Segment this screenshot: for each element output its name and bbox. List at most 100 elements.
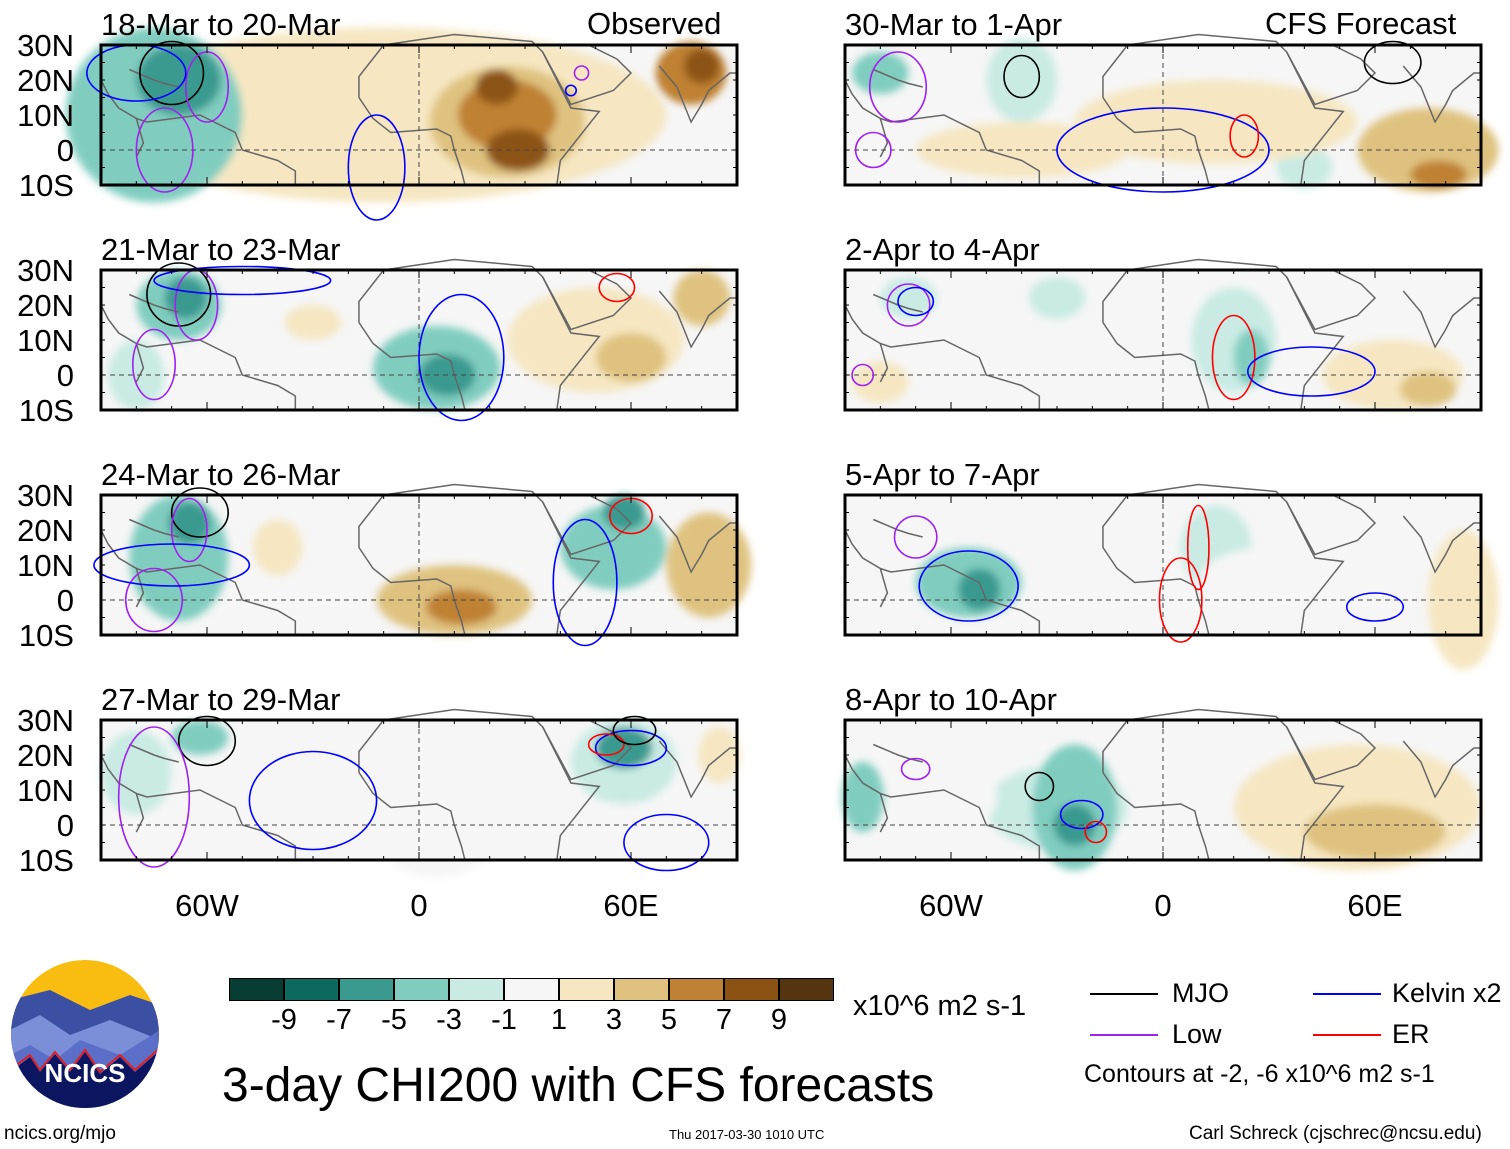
colorbar-swatch [669, 978, 724, 1001]
coastline [136, 789, 297, 860]
lon-label: 60W [919, 888, 983, 923]
chi200-anomaly-region [426, 589, 497, 625]
chi200-anomaly-region [1028, 277, 1086, 319]
chi200-anomaly-region [171, 720, 229, 755]
kelvin-contour [248, 750, 378, 851]
coastline [872, 518, 923, 538]
colorbar-tick-label: -3 [436, 1004, 462, 1036]
er-contour [1211, 314, 1256, 401]
footer-url[interactable]: ncics.org/mjo [4, 1123, 116, 1144]
mjo-contour [1363, 40, 1422, 85]
coastline [880, 339, 1041, 410]
low-contour [573, 65, 590, 81]
coastline [658, 740, 737, 799]
kelvin-contour [564, 84, 578, 97]
coastline [358, 322, 466, 411]
lat-label: 30N [17, 478, 74, 513]
chi200-anomaly-region [602, 495, 646, 530]
lat-label: 10S [18, 618, 74, 653]
lat-label: 10S [18, 168, 74, 203]
coastline [880, 564, 1041, 635]
coastline [136, 339, 297, 410]
coastline [658, 515, 737, 574]
er-contour [1229, 114, 1260, 158]
legend-er: ER [1392, 1019, 1430, 1049]
chi200-anomaly-region [940, 769, 997, 825]
map-panel [841, 708, 1483, 871]
lat-label: 0 [56, 583, 74, 618]
colorbar-swatch [229, 978, 284, 1001]
chi200-anomaly-region [1304, 804, 1446, 860]
chi200-anomaly-region [164, 277, 207, 319]
low-contour [893, 515, 938, 559]
kelvin-contour [623, 813, 710, 872]
lat-label: 0 [56, 358, 74, 393]
chi200-anomaly-region [852, 361, 909, 403]
chi200-anomaly-region [108, 340, 165, 410]
lon-label: 60E [603, 888, 659, 923]
panel-title: 24-Mar to 26-Mar [101, 457, 341, 492]
kelvin-contour [1246, 346, 1376, 397]
chi200-anomaly-region [986, 38, 1057, 122]
coastline [880, 114, 1041, 185]
colorbar-tick-label: 7 [715, 1004, 733, 1036]
colorbar-tick-label: 9 [770, 1004, 788, 1036]
panel-title: 21-Mar to 23-Mar [101, 232, 341, 267]
low-contour [900, 757, 931, 781]
lon-label: 60W [175, 888, 239, 923]
coastline [1102, 547, 1210, 636]
er-contour [598, 272, 636, 303]
coastline [128, 68, 179, 88]
coastline [128, 743, 179, 763]
lon-label: 0 [410, 888, 428, 923]
chi200-anomaly-region [684, 48, 720, 84]
chi200-anomaly-region [673, 270, 730, 326]
chi200-anomaly-region [1428, 530, 1499, 670]
coastline [1102, 483, 1345, 636]
low-contour [886, 283, 931, 327]
coastline [658, 290, 737, 349]
coastline [100, 304, 145, 383]
coastline [100, 754, 145, 833]
colorbar-swatch [779, 978, 834, 1001]
chi200-anomaly-region [383, 807, 490, 878]
panel-title: 18-Mar to 20-Mar [101, 7, 341, 42]
coastline [358, 33, 601, 186]
low-contour [851, 363, 875, 387]
low-contour [854, 131, 892, 169]
coastline [1402, 515, 1481, 574]
mjo-contour [1003, 54, 1041, 99]
low-contour [868, 51, 928, 123]
coastline [358, 258, 601, 411]
colorbar-swatch [504, 978, 559, 1001]
coastline [358, 97, 466, 186]
panel-title: 8-Apr to 10-Apr [845, 682, 1057, 717]
lat-label: 10N [17, 548, 74, 583]
coastline [1102, 772, 1210, 861]
colorbar-swatch [394, 978, 449, 1001]
legend-low: Low [1172, 1019, 1222, 1049]
lon-label: 0 [1154, 888, 1172, 923]
map-panel [843, 33, 1499, 193]
contour-note: Contours at -2, -6 x10^6 m2 s-1 [1084, 1060, 1435, 1088]
coastline [844, 79, 889, 158]
mjo-contour [612, 715, 657, 746]
panel-title: 30-Mar to 1-Apr [845, 7, 1063, 42]
colorbar-tick-label: -9 [271, 1004, 297, 1036]
chi200-anomaly-region [852, 512, 909, 583]
lat-label: 10N [17, 323, 74, 358]
er-contour [1186, 504, 1210, 591]
coastline [100, 529, 145, 608]
legend-kelvin: Kelvin x2 [1392, 978, 1502, 1008]
coastline [658, 65, 737, 124]
coastline [1102, 258, 1345, 411]
logo-text: NCICS [45, 1058, 126, 1088]
chi200-anomaly-region [1233, 329, 1269, 386]
kelvin-contour [153, 265, 332, 296]
chi200-anomaly-region [915, 122, 1128, 178]
colorbar-swatch [449, 978, 504, 1001]
coastline [872, 293, 923, 313]
observed-label: Observed [587, 6, 722, 41]
low-contour [124, 567, 184, 633]
chi200-anomaly-region [560, 505, 667, 590]
